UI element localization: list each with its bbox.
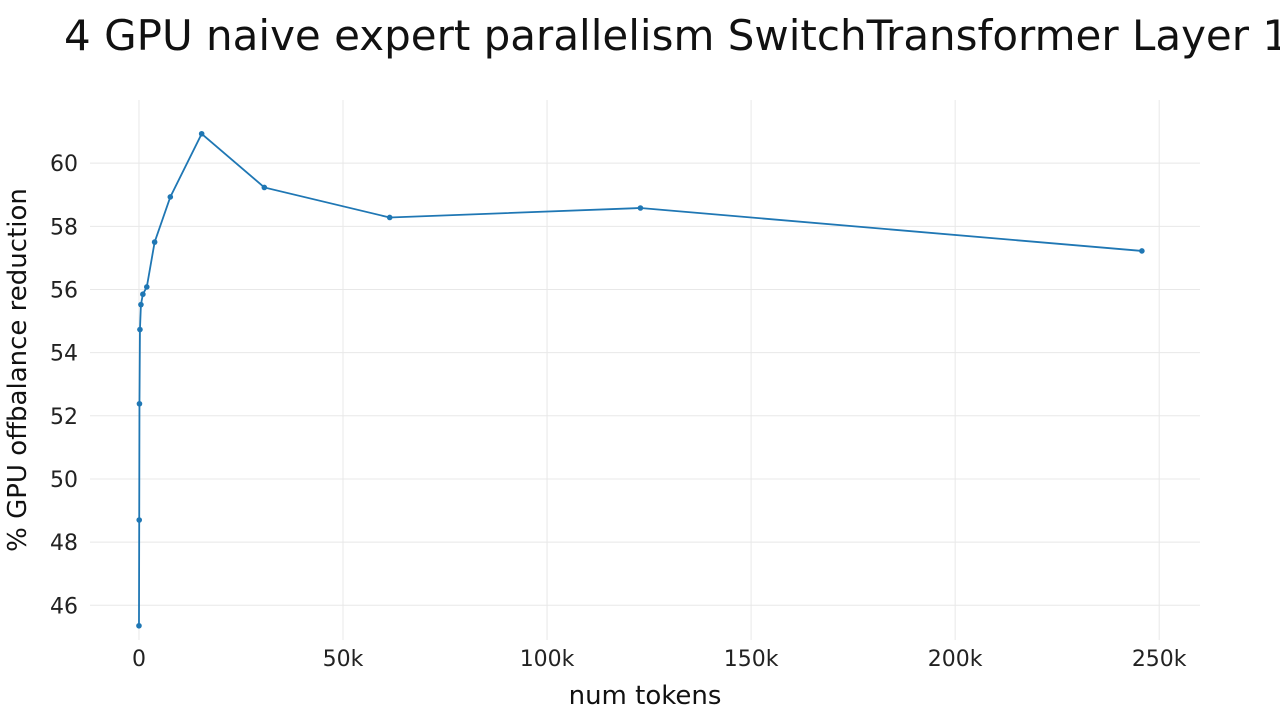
y-tick-label: 56 (50, 278, 78, 303)
y-tick-label: 54 (50, 342, 78, 367)
x-axis-label: num tokens (569, 681, 722, 711)
y-tick-label: 50 (50, 468, 78, 493)
x-tick-label: 100k (520, 647, 575, 672)
data-point (198, 130, 205, 137)
y-tick-label: 58 (50, 215, 78, 240)
grid-layer (90, 100, 1200, 640)
data-point (136, 622, 142, 629)
data-point (144, 284, 150, 290)
y-tick-label: 60 (50, 152, 78, 177)
y-tick-label: 46 (50, 594, 78, 619)
data-point (1139, 248, 1145, 254)
data-point (167, 194, 174, 200)
y-axis-label: % GPU offbalance reduction (3, 188, 33, 552)
data-point (138, 301, 144, 308)
data-point (140, 291, 146, 298)
x-tick-label: 0 (132, 647, 146, 672)
series-layer (136, 130, 1145, 629)
chart-title: 4 GPU naive expert parallelism SwitchTra… (64, 11, 1280, 60)
tick-label-layer: 0 50k 100k 150k 200k 250k 46 48 50 52 54 56 58 60 (50, 152, 1187, 672)
y-tick-label: 52 (50, 405, 78, 430)
x-tick-label: 200k (928, 647, 983, 672)
data-point (137, 326, 143, 333)
data-point (151, 239, 158, 245)
data-point (637, 205, 644, 211)
x-tick-label: 50k (323, 647, 364, 672)
data-point (136, 400, 143, 407)
series-line (138, 132, 1142, 626)
data-point (261, 184, 268, 191)
data-point (386, 214, 393, 221)
data-point (136, 517, 143, 523)
x-tick-label: 150k (724, 647, 779, 672)
y-tick-label: 48 (50, 531, 78, 556)
x-tick-label: 250k (1132, 647, 1187, 672)
